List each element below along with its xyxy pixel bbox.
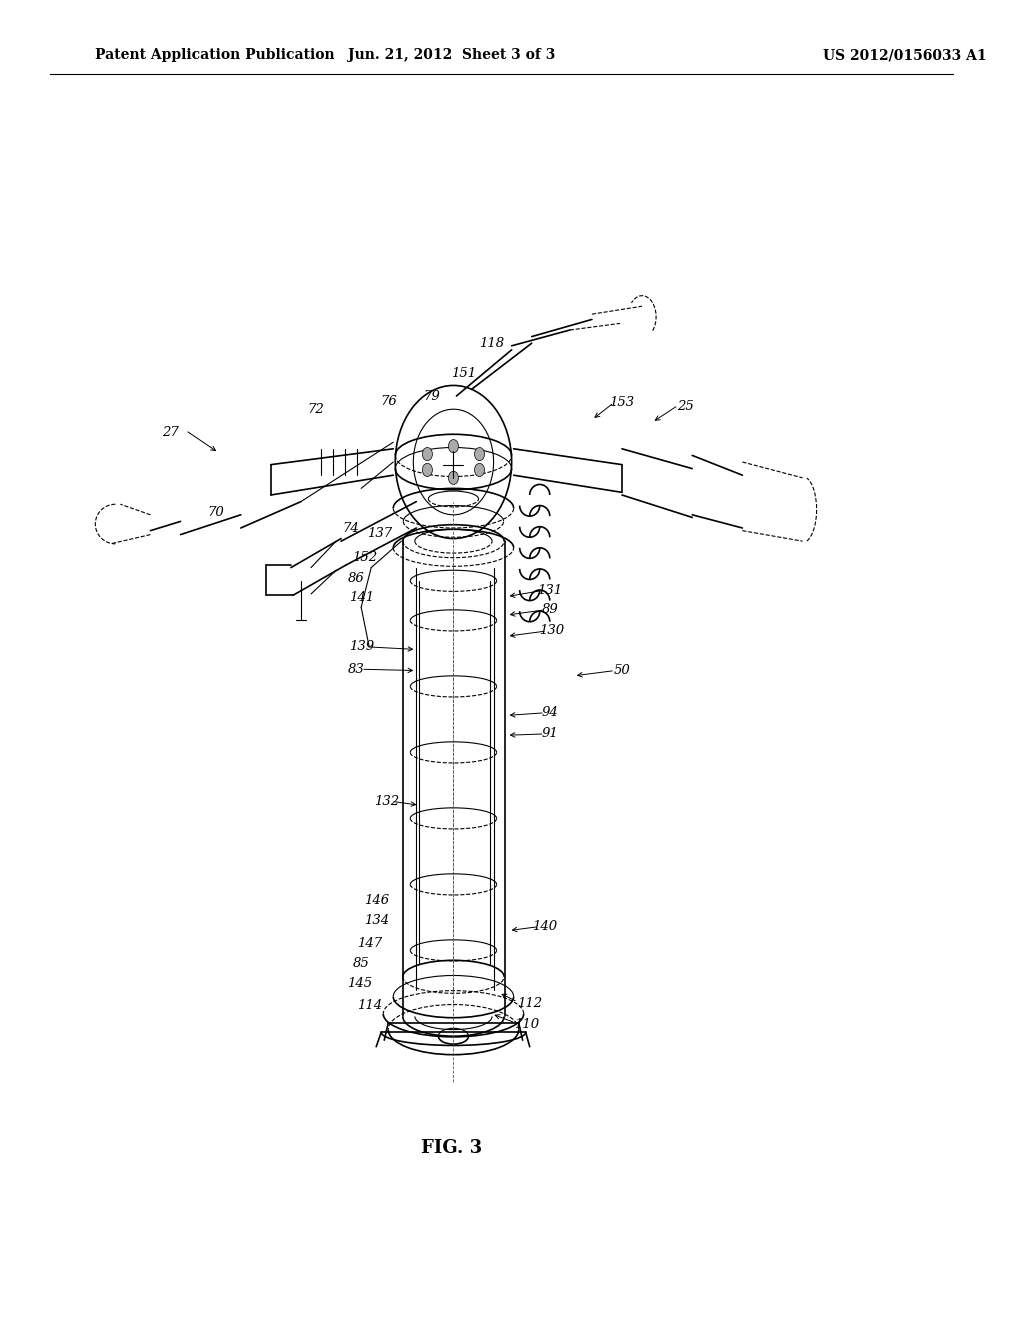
Circle shape: [449, 440, 459, 453]
Text: 76: 76: [381, 395, 397, 408]
Text: 139: 139: [348, 640, 374, 653]
Text: 118: 118: [479, 337, 504, 350]
Text: 131: 131: [538, 583, 562, 597]
Text: 79: 79: [423, 389, 439, 403]
Text: 83: 83: [348, 663, 365, 676]
Circle shape: [474, 447, 484, 461]
Text: 70: 70: [207, 506, 224, 519]
Circle shape: [449, 471, 459, 484]
Text: 147: 147: [356, 937, 382, 950]
Circle shape: [422, 447, 432, 461]
Text: FIG. 3: FIG. 3: [421, 1139, 482, 1158]
Text: 91: 91: [542, 727, 558, 741]
Text: 110: 110: [514, 1018, 540, 1031]
Text: 94: 94: [542, 706, 558, 719]
Text: 132: 132: [374, 795, 398, 808]
Text: 146: 146: [364, 894, 389, 907]
Text: 130: 130: [540, 624, 564, 638]
Text: 145: 145: [346, 977, 372, 990]
Text: 152: 152: [351, 550, 377, 564]
Text: 137: 137: [367, 527, 392, 540]
Text: 89: 89: [542, 603, 558, 616]
Text: 153: 153: [609, 396, 635, 409]
Text: US 2012/0156033 A1: US 2012/0156033 A1: [822, 49, 986, 62]
Text: 50: 50: [613, 664, 631, 677]
Text: 114: 114: [356, 999, 382, 1012]
Text: 141: 141: [348, 591, 374, 605]
Text: 140: 140: [532, 920, 557, 933]
Text: Patent Application Publication: Patent Application Publication: [95, 49, 335, 62]
Text: 86: 86: [348, 572, 365, 585]
Text: 74: 74: [343, 521, 359, 535]
Circle shape: [422, 463, 432, 477]
Text: 25: 25: [677, 400, 693, 413]
Text: 72: 72: [307, 403, 325, 416]
Text: Jun. 21, 2012  Sheet 3 of 3: Jun. 21, 2012 Sheet 3 of 3: [348, 49, 555, 62]
Text: 151: 151: [451, 367, 476, 380]
Text: 112: 112: [517, 997, 543, 1010]
Text: 85: 85: [353, 957, 370, 970]
Text: 134: 134: [364, 913, 389, 927]
Circle shape: [474, 463, 484, 477]
Text: 27: 27: [162, 426, 179, 440]
